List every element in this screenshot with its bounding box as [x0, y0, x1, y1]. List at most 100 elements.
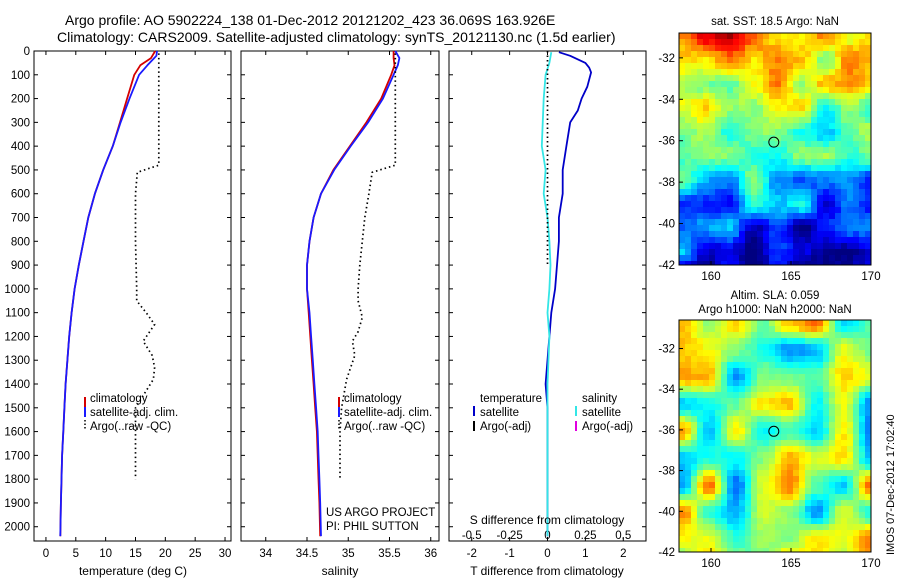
sst-map-cell — [727, 177, 734, 184]
sst-map-cell — [727, 63, 734, 70]
difference-top-tick-label: 0.5 — [615, 530, 631, 542]
sla-map-cell — [859, 434, 866, 441]
sla-map-cell — [709, 356, 716, 363]
sla-map-cell — [703, 326, 710, 333]
sst-map-cell — [859, 171, 866, 178]
sst-map-cell — [691, 213, 698, 220]
sst-map-cell — [781, 171, 788, 178]
sla-map-cell — [817, 506, 824, 513]
sla-map-cell — [865, 536, 871, 543]
sst-map-cell — [703, 189, 710, 196]
sst-map-cell — [757, 177, 764, 184]
sst-map-cell — [679, 243, 686, 250]
sla-map-cell — [841, 404, 848, 411]
sla-map-cell — [685, 440, 692, 447]
sla-map-cell — [727, 440, 734, 447]
sla-map-cell — [865, 494, 871, 501]
difference-series-salinity-satellite — [540, 52, 553, 537]
sst-map-cell — [733, 99, 740, 106]
sla-map-cell — [805, 470, 812, 477]
sst-map-cell — [799, 213, 806, 220]
sla-map-cell — [865, 368, 871, 375]
sla-map-cell — [841, 440, 848, 447]
sst-map-cell — [817, 243, 824, 250]
sla-map-cell — [847, 368, 854, 375]
sst-map-cell — [799, 177, 806, 184]
sla-map-cell — [721, 434, 728, 441]
sla-map-cell — [757, 440, 764, 447]
sst-map-cell — [823, 195, 830, 202]
sla-map-cell — [823, 374, 830, 381]
sst-map-cell — [751, 63, 758, 70]
sst-map-cell — [829, 135, 836, 142]
sst-map-cell — [847, 159, 854, 166]
sst-map-cell — [703, 201, 710, 208]
sla-map-cell — [733, 530, 740, 537]
sla-map-cell — [685, 398, 692, 405]
sst-map-cell — [703, 111, 710, 118]
sst-map-cell — [763, 219, 770, 226]
sst-map-cell — [751, 57, 758, 64]
sst-map-cell — [685, 153, 692, 160]
sst-map-cell — [859, 231, 866, 238]
sst-map-cell — [763, 81, 770, 88]
sst-map-cell — [679, 51, 686, 58]
sla-map-cell — [679, 440, 686, 447]
sst-map-cell — [727, 171, 734, 178]
sst-map-cell — [739, 201, 746, 208]
sla-map-cell — [865, 326, 871, 333]
sst-map-cell — [685, 207, 692, 214]
sst-map-cell — [703, 129, 710, 136]
depth-tick-label: 0 — [24, 46, 30, 58]
sla-map-cell — [721, 386, 728, 393]
sla-map-cell — [799, 518, 806, 525]
sst-map-cell — [799, 75, 806, 82]
sst-map-cell — [745, 261, 752, 265]
sst-map-cell — [829, 213, 836, 220]
sla-map-cell — [811, 452, 818, 459]
sla-map-cell — [715, 404, 722, 411]
sla-map-cell — [817, 386, 824, 393]
sst-map-cell — [769, 93, 776, 100]
sla-map-cell — [703, 320, 710, 327]
sst-map-cell — [835, 123, 842, 130]
sst-map-cell — [793, 213, 800, 220]
sla-map-cell — [853, 320, 860, 327]
sst-map-cell — [751, 237, 758, 244]
sla-map-cell — [793, 320, 800, 327]
sla-map-cell — [793, 500, 800, 507]
sla-map-cell — [835, 464, 842, 471]
sst-map-cell — [835, 69, 842, 76]
sla-map-cell — [835, 500, 842, 507]
sst-map-cell — [853, 237, 860, 244]
sla-map-cell — [679, 392, 686, 399]
sla-map-cell — [691, 518, 698, 525]
sst-map — [679, 33, 871, 265]
sla-map-cell — [697, 422, 704, 429]
sla-map-cell — [835, 548, 842, 552]
sst-map-cell — [853, 111, 860, 118]
sst-map-cell — [787, 159, 794, 166]
sla-map-cell — [859, 476, 866, 483]
sla-map-cell — [787, 362, 794, 369]
sla-map-cell — [841, 374, 848, 381]
sst-map-cell — [787, 249, 794, 256]
sst-map-cell — [793, 69, 800, 76]
sst-map-cell — [769, 165, 776, 172]
sla-map-cell — [859, 392, 866, 399]
sla-map-cell — [709, 494, 716, 501]
sst-map-cell — [805, 153, 812, 160]
sla-map-cell — [715, 512, 722, 519]
sla-map-cell — [853, 536, 860, 543]
sla-map-cell — [799, 542, 806, 549]
sst-map-cell — [853, 261, 860, 265]
sla-map-cell — [829, 386, 836, 393]
sla-map-cell — [745, 410, 752, 417]
sst-map-cell — [745, 141, 752, 148]
sla-map-cell — [859, 506, 866, 513]
sla-map-cell — [793, 344, 800, 351]
sla-map-cell — [787, 512, 794, 519]
sst-map-cell — [811, 63, 818, 70]
sst-map-cell — [703, 57, 710, 64]
sst-map-cell — [709, 135, 716, 142]
